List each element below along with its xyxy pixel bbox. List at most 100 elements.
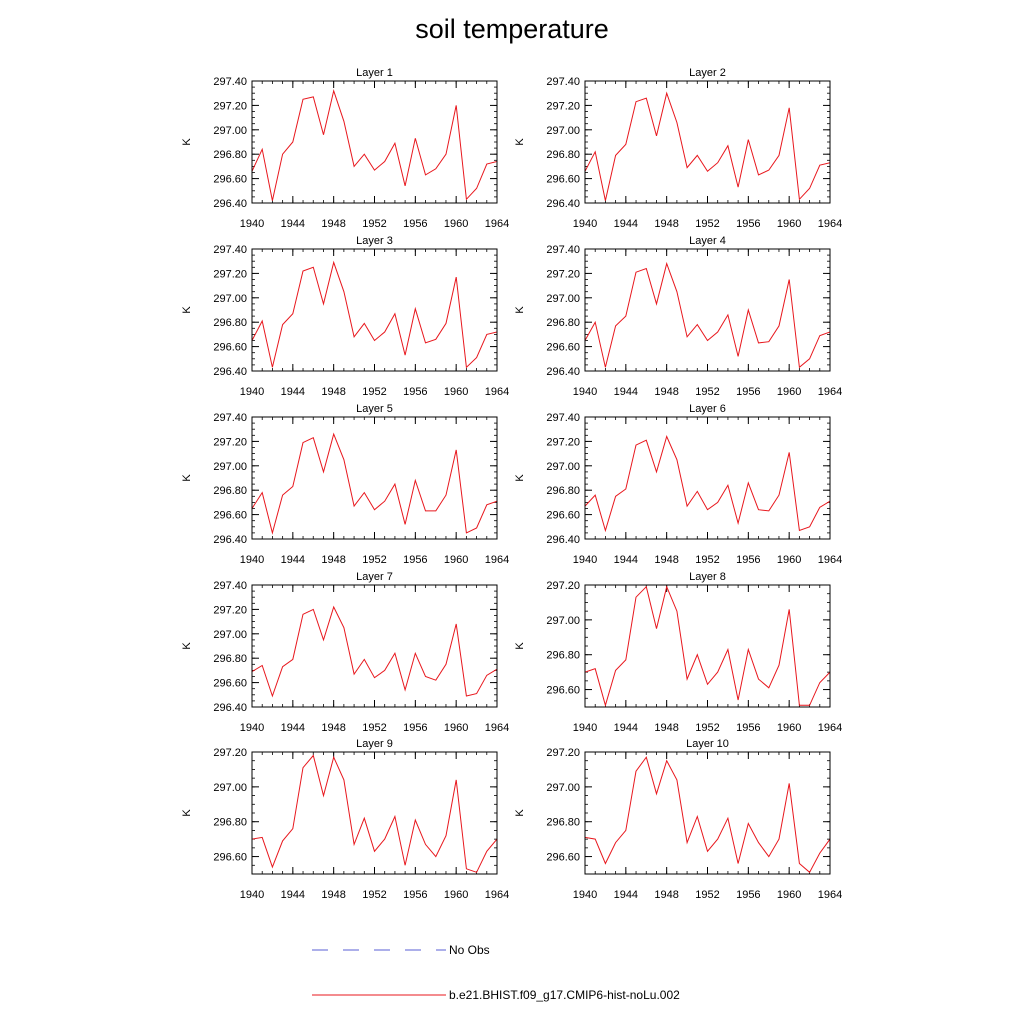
x-tick-label: 1964	[818, 889, 842, 901]
plot-frame	[584, 248, 831, 372]
series-line	[252, 88, 497, 201]
x-tick-label: 1940	[573, 218, 597, 230]
y-tick-label: 296.80	[546, 650, 580, 662]
x-tick-label: 1956	[403, 218, 427, 230]
panel-title: Layer 8	[689, 571, 726, 583]
x-tick-label: 1948	[321, 722, 345, 734]
x-tick-label: 1944	[614, 218, 638, 230]
x-tick-label: 1948	[321, 889, 345, 901]
x-tick-label: 1964	[485, 554, 509, 566]
x-tick-label: 1960	[444, 889, 468, 901]
y-tick-label: 296.40	[213, 198, 247, 210]
y-tick-label: 296.80	[546, 317, 580, 329]
y-tick-label: 297.00	[213, 629, 247, 641]
x-tick-label: 1964	[485, 889, 509, 901]
x-tick-label: 1944	[614, 889, 638, 901]
y-axis-label: K	[181, 642, 193, 650]
y-tick-label: 297.40	[213, 244, 247, 256]
x-tick-label: 1948	[321, 386, 345, 398]
x-tick-label: 1952	[362, 722, 386, 734]
y-tick-label: 297.00	[546, 782, 580, 794]
panel-title: Layer 9	[356, 738, 393, 750]
y-axis-label: K	[514, 306, 526, 314]
plot-frame	[251, 416, 498, 540]
x-tick-label: 1940	[573, 386, 597, 398]
y-tick-label: 297.40	[546, 76, 580, 88]
plot-frame	[584, 80, 831, 204]
chart-panel-4: Layer 4 1940 1944 1948 1952 1956 1960 1964 296.4…	[514, 235, 842, 398]
x-tick-label: 1964	[818, 722, 842, 734]
chart-panel-2: Layer 2 1940 1944 1948 1952 1956 1960 1964 296.4…	[514, 67, 842, 230]
panel-title: Layer 2	[689, 67, 726, 79]
x-tick-label: 1952	[695, 554, 719, 566]
y-tick-label: 296.80	[213, 149, 247, 161]
x-tick-label: 1948	[654, 554, 678, 566]
y-axis-label: K	[181, 809, 193, 817]
x-tick-label: 1944	[614, 722, 638, 734]
y-axis-label: K	[514, 474, 526, 482]
y-tick-label: 297.20	[213, 747, 247, 759]
x-tick-label: 1952	[362, 218, 386, 230]
x-tick-label: 1944	[281, 722, 305, 734]
x-tick-label: 1940	[240, 722, 264, 734]
chart-panel-3: Layer 3 1940 1944 1948 1952 1956 1960 1964 296.4…	[181, 235, 509, 398]
x-tick-label: 1952	[695, 889, 719, 901]
x-tick-label: 1948	[654, 722, 678, 734]
y-axis-label: K	[514, 138, 526, 146]
y-tick-label: 296.80	[546, 149, 580, 161]
y-tick-label: 297.20	[546, 747, 580, 759]
y-tick-label: 296.40	[213, 534, 247, 546]
x-tick-label: 1952	[362, 554, 386, 566]
panel-title: Layer 5	[356, 403, 393, 415]
panel-title: Layer 6	[689, 403, 726, 415]
series-line	[585, 585, 830, 707]
y-tick-label: 296.60	[213, 678, 247, 690]
x-tick-label: 1964	[485, 386, 509, 398]
x-tick-label: 1948	[654, 386, 678, 398]
x-tick-label: 1956	[736, 218, 760, 230]
y-tick-label: 296.80	[546, 485, 580, 497]
y-tick-label: 297.20	[546, 436, 580, 448]
legend-label-model: b.e21.BHIST.f09_g17.CMIP6-hist-noLu.002	[449, 988, 680, 1002]
x-tick-label: 1960	[444, 554, 468, 566]
y-tick-label: 296.80	[213, 817, 247, 829]
y-tick-label: 296.60	[546, 685, 580, 697]
series-line	[585, 91, 830, 201]
series-line	[252, 432, 497, 535]
panel-title: Layer 4	[689, 235, 726, 247]
y-tick-label: 297.00	[213, 125, 247, 137]
x-tick-label: 1960	[444, 386, 468, 398]
y-tick-label: 297.00	[546, 293, 580, 305]
x-tick-label: 1956	[736, 554, 760, 566]
x-tick-label: 1956	[736, 386, 760, 398]
y-tick-label: 297.20	[546, 268, 580, 280]
x-tick-label: 1944	[281, 889, 305, 901]
series-line	[585, 756, 830, 874]
x-tick-label: 1964	[818, 386, 842, 398]
chart-panel-8: Layer 8 1940 1944 1948 1952 1956 1960 1964 296.6…	[514, 571, 842, 734]
x-tick-label: 1960	[777, 386, 801, 398]
x-tick-label: 1964	[818, 554, 842, 566]
x-tick-label: 1956	[403, 386, 427, 398]
x-tick-label: 1956	[403, 889, 427, 901]
y-tick-label: 296.60	[213, 852, 247, 864]
y-tick-label: 297.20	[213, 604, 247, 616]
plot-frame	[584, 584, 831, 708]
y-tick-label: 297.00	[546, 125, 580, 137]
plot-frame	[251, 248, 498, 372]
x-tick-label: 1952	[695, 722, 719, 734]
x-tick-label: 1940	[240, 386, 264, 398]
y-axis-label: K	[514, 809, 526, 817]
plot-frame	[584, 416, 831, 540]
y-tick-label: 297.20	[213, 100, 247, 112]
series-line	[585, 261, 830, 369]
y-tick-label: 296.60	[213, 174, 247, 186]
x-tick-label: 1964	[485, 218, 509, 230]
x-tick-label: 1964	[485, 722, 509, 734]
series-line	[252, 605, 497, 698]
panel-title: Layer 1	[356, 67, 393, 79]
panel-title: Layer 7	[356, 571, 393, 583]
y-tick-label: 296.80	[213, 485, 247, 497]
x-tick-label: 1940	[573, 889, 597, 901]
x-tick-label: 1940	[240, 554, 264, 566]
